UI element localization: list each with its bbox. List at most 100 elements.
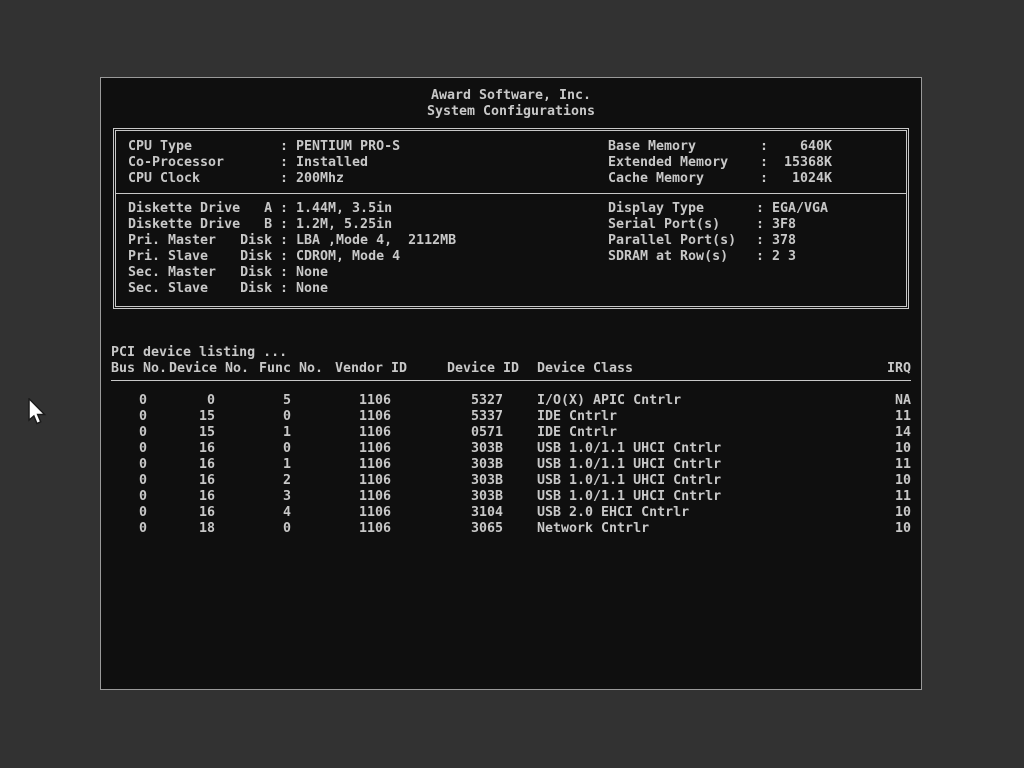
config-separator: : <box>760 155 769 170</box>
pci-cell-vendor-id: 1106 <box>358 409 391 424</box>
config-separator: : <box>280 171 289 186</box>
pci-table-row: 0 16 1 1106 303B USB 1.0/1.1 UHCI Cntrlr… <box>111 457 911 473</box>
pci-cell-device-class: IDE Cntrlr <box>537 425 618 440</box>
pci-table-header: Bus No. Device No. Func No. Vendor ID De… <box>111 361 911 377</box>
pci-cell-device-no: 16 <box>198 441 215 456</box>
pci-cell-bus: 0 <box>138 521 147 536</box>
screen-title: System Configurations <box>426 104 596 119</box>
pci-cell-device-class: I/O(X) APIC Cntrlr <box>537 393 682 408</box>
pci-cell-vendor-id: 1106 <box>358 393 391 408</box>
config-entry: Co-Processor : Installed <box>128 155 906 171</box>
pci-cell-bus: 0 <box>138 505 147 520</box>
pci-cell-vendor-id: 1106 <box>358 457 391 472</box>
config-separator: : <box>756 217 765 232</box>
drives-ports-section: Diskette Drive A : 1.44M, 3.5in Diskette… <box>116 193 906 306</box>
config-entry: Sec. Slave Disk : None <box>128 281 906 297</box>
pci-cell-irq: 10 <box>894 521 911 536</box>
cpu-info-column: CPU Type : PENTIUM PRO-S Co-Processor : … <box>116 139 906 187</box>
pci-cell-device-no: 15 <box>198 409 215 424</box>
config-entry: Serial Port(s) : 3F8 <box>608 217 906 233</box>
pci-cell-irq: 10 <box>894 473 911 488</box>
pci-table-row: 0 0 5 1106 5327 I/O(X) APIC Cntrlr NA <box>111 393 911 409</box>
pci-table-row: 0 16 3 1106 303B USB 1.0/1.1 UHCI Cntrlr… <box>111 489 911 505</box>
config-value: None <box>296 265 329 280</box>
config-separator: : <box>280 249 289 264</box>
pci-cell-device-no: 0 <box>206 393 215 408</box>
pci-header-func-no: Func No. <box>259 361 324 376</box>
port-info-column: Display Type : EGA/VGA Serial Port(s) : … <box>608 201 906 265</box>
mouse-cursor-icon <box>28 398 47 425</box>
pci-cell-device-class: USB 2.0 EHCI Cntrlr <box>537 505 690 520</box>
config-entry: SDRAM at Row(s) : 2 3 <box>608 249 906 265</box>
pci-cell-device-id: 303B <box>470 441 503 456</box>
pci-table-row: 0 15 0 1106 5337 IDE Cntrlr 11 <box>111 409 911 425</box>
pci-cell-irq: 14 <box>894 425 911 440</box>
config-label: Co-Processor <box>128 155 225 170</box>
pci-cell-device-class: IDE Cntrlr <box>537 409 618 424</box>
config-value: None <box>296 281 329 296</box>
cpu-memory-section: CPU Type : PENTIUM PRO-S Co-Processor : … <box>116 131 906 193</box>
pci-cell-bus: 0 <box>138 425 147 440</box>
config-label: CPU Type <box>128 139 193 154</box>
config-value: 1.44M, 3.5in <box>296 201 393 216</box>
pci-table-row: 0 16 0 1106 303B USB 1.0/1.1 UHCI Cntrlr… <box>111 441 911 457</box>
pci-header-vendor-id: Vendor ID <box>335 361 408 376</box>
config-separator: : <box>756 233 765 248</box>
memory-info-column: Base Memory : 640K Extended Memory : 153… <box>608 139 906 187</box>
pci-cell-bus: 0 <box>138 457 147 472</box>
pci-cell-vendor-id: 1106 <box>358 521 391 536</box>
config-entry: Pri. Master Disk : LBA ,Mode 4, 2112MB <box>128 233 906 249</box>
pci-cell-device-id: 303B <box>470 489 503 504</box>
pci-cell-device-id: 5337 <box>470 409 503 424</box>
config-value: Installed <box>296 155 369 170</box>
pci-cell-device-no: 16 <box>198 473 215 488</box>
pci-table-body: 0 0 5 1106 5327 I/O(X) APIC Cntrlr NA 0 … <box>111 393 911 537</box>
pci-cell-device-id: 303B <box>470 457 503 472</box>
pci-cell-func-no: 1 <box>282 425 291 440</box>
pci-cell-vendor-id: 1106 <box>358 425 391 440</box>
pci-cell-device-no: 15 <box>198 425 215 440</box>
pci-listing-title: PCI device listing ... <box>111 345 288 360</box>
pci-cell-func-no: 0 <box>282 521 291 536</box>
config-entry: Parallel Port(s) : 378 <box>608 233 906 249</box>
pci-cell-vendor-id: 1106 <box>358 441 391 456</box>
config-label: Sec. Slave Disk <box>128 281 273 296</box>
config-value: 1024K <box>791 171 833 186</box>
config-separator: : <box>280 201 289 216</box>
pci-cell-bus: 0 <box>138 393 147 408</box>
pci-cell-irq: 11 <box>894 489 911 504</box>
pci-table-row: 0 15 1 1106 0571 IDE Cntrlr 14 <box>111 425 911 441</box>
pci-cell-bus: 0 <box>138 409 147 424</box>
pci-cell-irq: NA <box>894 393 911 408</box>
system-configurations-box: CPU Type : PENTIUM PRO-S Co-Processor : … <box>113 128 909 309</box>
config-label: Pri. Slave Disk <box>128 249 273 264</box>
config-label: Display Type <box>608 201 705 216</box>
config-separator: : <box>280 139 289 154</box>
pci-header-device-id: Device ID <box>447 361 520 376</box>
pci-cell-device-class: USB 1.0/1.1 UHCI Cntrlr <box>537 473 722 488</box>
screen-header: Award Software, Inc. System Configuratio… <box>101 88 921 120</box>
config-label: Cache Memory <box>608 171 705 186</box>
config-value: 3F8 <box>772 217 797 232</box>
config-separator: : <box>760 139 769 154</box>
pci-cell-device-id: 5327 <box>470 393 503 408</box>
config-label: CPU Clock <box>128 171 201 186</box>
config-value: EGA/VGA <box>772 201 829 216</box>
config-value: PENTIUM PRO-S <box>296 139 401 154</box>
pci-cell-func-no: 5 <box>282 393 291 408</box>
pci-table-row: 0 16 4 1106 3104 USB 2.0 EHCI Cntrlr 10 <box>111 505 911 521</box>
config-entry: Diskette Drive B : 1.2M, 5.25in <box>128 217 906 233</box>
pci-device-listing: PCI device listing ... Bus No. Device No… <box>111 345 911 537</box>
config-label: Parallel Port(s) <box>608 233 737 248</box>
config-label: Extended Memory <box>608 155 729 170</box>
pci-cell-device-id: 303B <box>470 473 503 488</box>
pci-cell-irq: 11 <box>894 409 911 424</box>
pci-cell-func-no: 2 <box>282 473 291 488</box>
pci-cell-device-class: USB 1.0/1.1 UHCI Cntrlr <box>537 489 722 504</box>
pci-cell-device-class: USB 1.0/1.1 UHCI Cntrlr <box>537 441 722 456</box>
config-separator: : <box>280 217 289 232</box>
pci-cell-bus: 0 <box>138 473 147 488</box>
config-entry: Base Memory : 640K <box>608 139 906 155</box>
pci-cell-device-id: 3065 <box>470 521 503 536</box>
config-separator: : <box>280 281 289 296</box>
